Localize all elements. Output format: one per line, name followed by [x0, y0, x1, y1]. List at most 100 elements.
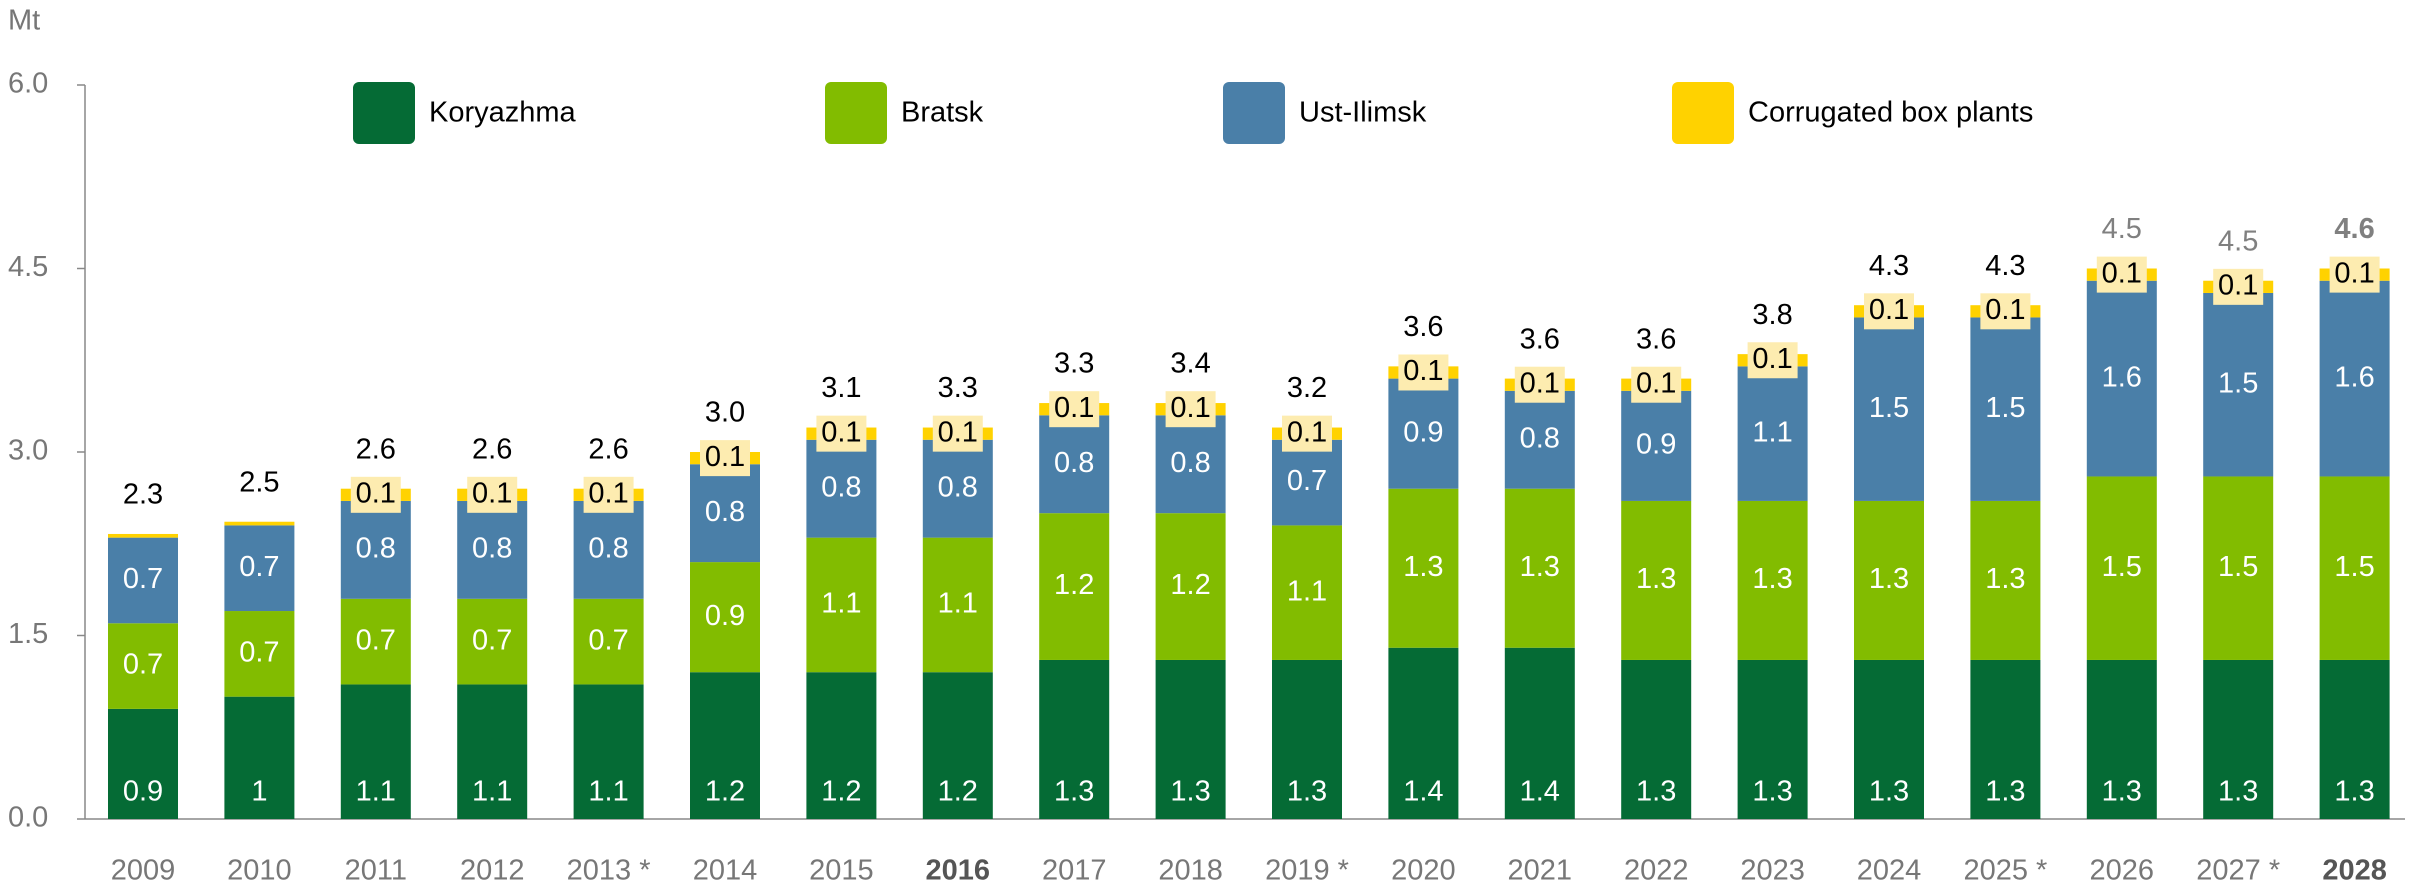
bar-segment	[224, 525, 295, 612]
y-tick-label: 3.0	[8, 435, 48, 467]
value-label: 1.5	[2102, 551, 2142, 583]
total-label: 3.6	[1520, 323, 1560, 355]
bar-segment	[457, 598, 528, 685]
label-box	[350, 476, 401, 513]
label-box	[1514, 366, 1565, 403]
value-label: 1.3	[1636, 776, 1676, 808]
bar-segment	[1039, 659, 1110, 819]
label-box	[932, 415, 983, 452]
bar-segment	[1155, 513, 1226, 660]
value-label: 0.8	[356, 533, 396, 565]
x-tick-label: 2018	[1158, 855, 1223, 887]
bar-segment	[2203, 292, 2274, 477]
value-label: 0.8	[1520, 422, 1560, 454]
bar-segment	[1272, 659, 1342, 819]
bar-segment	[1388, 647, 1459, 819]
value-label: 0.9	[1403, 416, 1443, 448]
total-label: 3.8	[1752, 299, 1792, 331]
label-box	[1398, 354, 1449, 391]
value-label: 1.4	[1520, 776, 1560, 808]
total-label: 3.2	[1287, 372, 1327, 404]
legend-label: Ust-Ilimsk	[1299, 97, 1427, 129]
bar-segment	[1504, 488, 1575, 648]
bar-segment	[1504, 390, 1575, 489]
bar-segment	[1155, 659, 1226, 819]
bar-segment	[1388, 378, 1459, 489]
total-label: 4.5	[2218, 225, 2258, 257]
value-label: 0.7	[472, 624, 512, 656]
total-label: 2.6	[472, 433, 512, 465]
label-box	[2213, 268, 2264, 305]
value-label: 1.3	[1287, 776, 1327, 808]
x-tick-label: 2024	[1857, 855, 1922, 887]
bar-segment	[340, 598, 411, 685]
bar-segment	[1621, 659, 1692, 819]
value-label: 1.3	[1520, 551, 1560, 583]
total-label: 3.0	[705, 397, 745, 429]
x-tick-label: 2014	[693, 855, 758, 887]
legend-swatch	[353, 82, 415, 144]
x-tick-label: 2010	[227, 855, 292, 887]
value-label: 1.3	[1985, 563, 2025, 595]
legend-label: Bratsk	[901, 97, 984, 129]
y-tick-label: 1.5	[8, 618, 48, 650]
value-label: 0.7	[123, 649, 163, 681]
value-label: 0.1	[1520, 367, 1560, 399]
total-label: 3.3	[1054, 348, 1094, 380]
label-box	[1980, 293, 2031, 330]
bar-segment	[1621, 390, 1692, 501]
legend-label: Koryazhma	[429, 97, 577, 129]
bar-segment	[1039, 513, 1110, 660]
x-tick-label: 2009	[111, 855, 176, 887]
label-box	[467, 476, 518, 513]
x-tick-label: 2012	[460, 855, 525, 887]
value-label: 0.1	[1869, 294, 1909, 326]
x-tick-label: 2015	[809, 855, 874, 887]
bar-segment	[1621, 500, 1692, 660]
total-label: 3.1	[821, 372, 861, 404]
bar-segment	[573, 684, 644, 819]
value-label: 1	[251, 776, 267, 808]
value-label: 1.1	[821, 588, 861, 620]
bar-segment	[2086, 659, 2157, 819]
value-label: 1.5	[2218, 367, 2258, 399]
value-label: 1.2	[938, 776, 978, 808]
value-label: 0.7	[239, 637, 279, 669]
value-label: 1.3	[1403, 551, 1443, 583]
bar-segment	[108, 537, 178, 624]
x-tick-label: 2017	[1042, 855, 1107, 887]
bar-segment	[224, 611, 295, 697]
label-box	[1864, 293, 1914, 330]
bar-segment	[2319, 280, 2390, 477]
bar-segment	[1272, 525, 1342, 660]
bar-segment	[806, 537, 877, 673]
bar-segment	[922, 537, 993, 673]
value-label: 1.3	[1985, 776, 2025, 808]
x-tick-label: 2027 *	[2196, 855, 2280, 887]
value-label: 0.8	[1170, 447, 1210, 479]
value-label: 0.1	[2334, 257, 2374, 289]
bar-segment	[224, 696, 295, 819]
value-label: 1.5	[1869, 392, 1909, 424]
value-label: 0.1	[1287, 416, 1327, 448]
x-tick-label: 2021	[1508, 855, 1573, 887]
x-tick-label: 2023	[1740, 855, 1805, 887]
bar-segment	[108, 708, 178, 819]
bar-segment	[690, 562, 760, 673]
total-label: 3.4	[1170, 348, 1210, 380]
bar-segment	[1854, 317, 1924, 501]
bar-segment	[108, 623, 178, 709]
value-label: 1.1	[1287, 575, 1327, 607]
y-tick-label: 0.0	[8, 802, 48, 834]
bar-segment	[2086, 476, 2157, 660]
total-label: 3.3	[938, 372, 978, 404]
bar-segment	[922, 439, 993, 538]
x-tick-label: 2028	[2322, 855, 2387, 887]
bar-segment	[690, 464, 760, 563]
total-label: 4.3	[1985, 250, 2025, 282]
label-box	[1747, 342, 1798, 379]
value-label: 0.1	[1403, 355, 1443, 387]
value-label: 0.8	[1054, 447, 1094, 479]
value-label: 1.4	[1403, 776, 1443, 808]
